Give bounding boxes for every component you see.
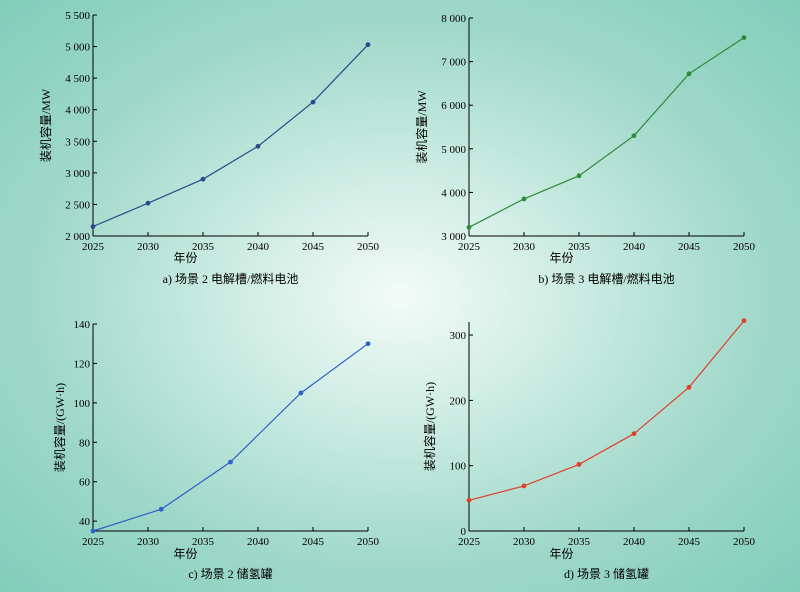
x-tick-label: 2045 xyxy=(678,536,701,548)
data-point xyxy=(521,483,527,489)
x-tick-label: 2025 xyxy=(458,536,481,548)
x-tick-label: 2025 xyxy=(82,241,105,253)
x-tick-label: 2025 xyxy=(82,536,105,548)
chart-panel: 0 100 200 300 2025 2030 2035 2040 2045 2050 年份 装机容量… xyxy=(422,318,756,581)
y-tick-label: 4 500 xyxy=(65,73,90,85)
y-tick-label: 60 xyxy=(79,477,91,489)
y-tick-label: 7 000 xyxy=(441,57,466,69)
y-tick-label: 4 000 xyxy=(65,105,90,117)
y-tick-label: 100 xyxy=(74,398,91,410)
chart-panel: 3 000 4 000 5 000 6 000 7 000 8 000 2025 2030 20… xyxy=(414,13,756,286)
x-tick-label: 2025 xyxy=(458,241,481,253)
y-tick-label: 6 000 xyxy=(441,100,466,112)
x-tick-label: 2030 xyxy=(513,536,536,548)
x-tick-label: 2035 xyxy=(192,536,215,548)
x-axis-title: 年份 xyxy=(173,251,197,265)
x-tick-label: 2030 xyxy=(137,241,160,253)
series-line xyxy=(468,320,745,501)
y-tick-label: 5 000 xyxy=(65,42,90,54)
y-tick-label: 5 500 xyxy=(65,10,90,22)
data-point xyxy=(741,35,747,41)
y-tick-label: 300 xyxy=(450,330,467,342)
data-point xyxy=(631,133,637,139)
chart-caption: d) 场景 3 储氢罐 xyxy=(564,566,649,581)
series-line xyxy=(92,343,369,532)
data-point xyxy=(228,459,233,465)
data-point xyxy=(158,506,164,512)
data-point xyxy=(255,143,261,149)
x-tick-label: 2050 xyxy=(357,536,380,548)
chart-panel: 2 000 2 500 3 000 3 500 4 000 4 500 5 000 5 500… xyxy=(38,10,380,286)
data-point xyxy=(466,224,472,230)
data-point xyxy=(365,341,371,347)
x-tick-label: 2045 xyxy=(678,241,701,253)
y-tick-label: 120 xyxy=(74,358,91,370)
y-tick-label: 0 xyxy=(461,526,467,538)
data-point xyxy=(200,176,206,182)
data-point xyxy=(631,431,637,437)
x-tick-label: 2040 xyxy=(247,241,270,253)
series-line xyxy=(92,44,369,228)
data-point xyxy=(686,71,692,77)
y-tick-label: 200 xyxy=(450,395,467,407)
x-tick-label: 2040 xyxy=(623,536,646,548)
data-point xyxy=(310,99,316,105)
x-tick-label: 2040 xyxy=(247,536,270,548)
y-tick-label: 3 000 xyxy=(441,231,466,243)
data-point xyxy=(298,390,304,396)
y-tick-label: 4 000 xyxy=(441,187,466,199)
chart-caption: a) 场景 2 电解槽/燃料电池 xyxy=(163,271,299,286)
x-tick-label: 2030 xyxy=(137,536,160,548)
x-tick-label: 2040 xyxy=(623,241,646,253)
x-axis-title: 年份 xyxy=(173,547,197,561)
y-tick-label: 3 500 xyxy=(65,136,90,148)
data-point xyxy=(576,173,582,179)
x-tick-label: 2050 xyxy=(357,241,380,253)
data-point xyxy=(90,224,96,229)
x-tick-label: 2050 xyxy=(733,241,756,253)
data-point xyxy=(365,42,371,48)
x-tick-label: 2035 xyxy=(192,241,215,253)
data-point xyxy=(145,200,151,206)
y-axis-title: 装机容量/MW xyxy=(414,90,429,164)
y-tick-label: 100 xyxy=(450,461,467,473)
chart-caption: b) 场景 3 电解槽/燃料电池 xyxy=(538,271,674,286)
x-axis-title: 年份 xyxy=(549,251,573,265)
y-axis-title: 装机容量/(GW·h) xyxy=(422,382,437,471)
chart-panel: 40 60 80 100 120 140 2025 2030 2035 2040 2045 2050 年… xyxy=(52,319,380,581)
y-tick-label: 2 500 xyxy=(65,199,90,211)
x-tick-label: 2050 xyxy=(733,536,756,548)
x-tick-label: 2035 xyxy=(568,536,591,548)
x-tick-label: 2045 xyxy=(302,241,325,253)
x-tick-label: 2035 xyxy=(568,241,591,253)
data-point xyxy=(90,528,96,534)
y-tick-label: 80 xyxy=(79,437,91,449)
y-tick-label: 8 000 xyxy=(441,13,466,25)
y-tick-label: 5 000 xyxy=(441,144,466,156)
data-point xyxy=(741,318,747,324)
data-point xyxy=(576,461,582,467)
y-tick-label: 3 000 xyxy=(65,168,90,180)
y-tick-label: 140 xyxy=(74,319,91,331)
chart-caption: c) 场景 2 储氢罐 xyxy=(188,566,272,581)
x-tick-label: 2030 xyxy=(513,241,536,253)
x-tick-label: 2045 xyxy=(302,536,325,548)
y-tick-label: 40 xyxy=(79,516,91,528)
x-axis-title: 年份 xyxy=(549,547,573,561)
y-axis-title: 装机容量/(GW·h) xyxy=(52,383,67,472)
data-point xyxy=(686,384,692,390)
y-axis-title: 装机容量/MW xyxy=(38,88,53,162)
data-point xyxy=(521,196,527,202)
data-point xyxy=(466,497,472,503)
series-line xyxy=(468,37,745,228)
y-tick-label: 2 000 xyxy=(65,231,90,243)
